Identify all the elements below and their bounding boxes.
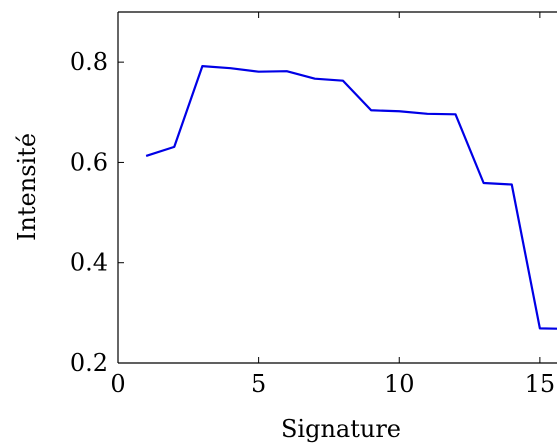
y-tick-label: 0.2	[70, 349, 108, 377]
axis-ticks	[117, 12, 541, 364]
series-layer	[145, 65, 557, 330]
y-axis-title: Intensité	[13, 133, 41, 241]
tick-labels: 0 5 10 15 0.2 0.4 0.6 0.8	[70, 48, 555, 398]
x-tick-label: 5	[251, 370, 266, 398]
y-tick-label: 0.8	[70, 48, 108, 76]
y-tick-label: 0.4	[70, 249, 108, 277]
x-axis-title: Signature	[281, 415, 401, 443]
y-tick-label: 0.6	[70, 148, 108, 176]
x-tick-label: 10	[384, 370, 415, 398]
x-tick-label: 0	[110, 370, 125, 398]
x-tick-label: 15	[525, 370, 556, 398]
series-line	[145, 65, 557, 330]
axes-frame	[117, 11, 557, 364]
